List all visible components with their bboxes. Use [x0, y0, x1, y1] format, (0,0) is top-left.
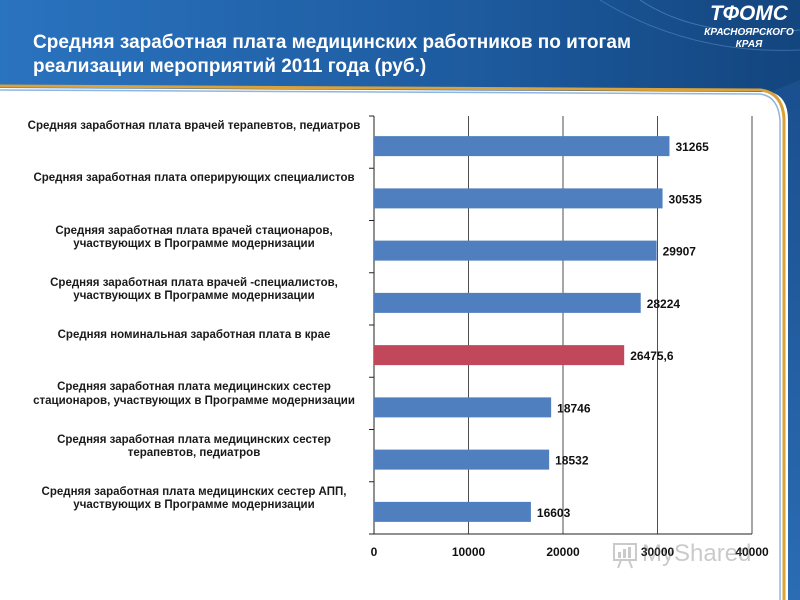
data-label: 30535 — [669, 192, 703, 206]
category-label: Средняя заработная плата медицинских сес… — [33, 381, 355, 407]
slide-title: Средняя заработная плата медицинских раб… — [33, 32, 632, 77]
x-tick-label: 10000 — [452, 545, 486, 559]
bar — [374, 397, 552, 418]
category-label: Средняя заработная плата врачей -специал… — [50, 276, 338, 303]
data-label: 26475,6 — [630, 349, 674, 363]
data-label: 18532 — [555, 454, 589, 468]
bar — [374, 188, 663, 209]
tfoms-logo-subtitle: КРАСНОЯРСКОГО КРАЯ — [700, 27, 798, 51]
x-tick-label: 20000 — [546, 545, 580, 559]
bar — [374, 136, 670, 157]
x-tick-label: 40000 — [735, 545, 769, 559]
logo-sub-line1: КРАСНОЯРСКОГО — [704, 27, 794, 38]
bar — [374, 240, 657, 261]
bar — [374, 292, 641, 313]
watermark-icon — [613, 543, 637, 569]
category-label: Средняя заработная плата врачей терапевт… — [27, 120, 361, 132]
x-tick-label: 0 — [371, 545, 378, 559]
logo-sub-line2: КРАЯ — [735, 39, 763, 50]
data-label: 31265 — [675, 140, 709, 154]
bar — [374, 501, 531, 522]
data-label: 18746 — [557, 401, 591, 415]
category-label: Средняя заработная плата врачей стациона… — [55, 224, 333, 251]
category-label: Средняя номинальная заработная плата в к… — [57, 329, 331, 341]
tfoms-logo: ТФОМС — [710, 2, 788, 25]
watermark: MyShared — [612, 538, 772, 570]
category-label: Средняя заработная плата оперирующих спе… — [33, 172, 355, 185]
category-label: Средняя заработная плата медицинских сес… — [57, 433, 331, 460]
category-label: Средняя заработная плата медицинских сес… — [41, 485, 347, 512]
bar — [374, 449, 550, 470]
data-label: 29907 — [663, 245, 697, 259]
bar — [374, 345, 625, 366]
data-label: 28224 — [647, 297, 681, 311]
watermark-text: MyShared — [642, 540, 752, 567]
x-tick-label: 30000 — [641, 545, 675, 559]
data-label: 16603 — [537, 506, 571, 520]
